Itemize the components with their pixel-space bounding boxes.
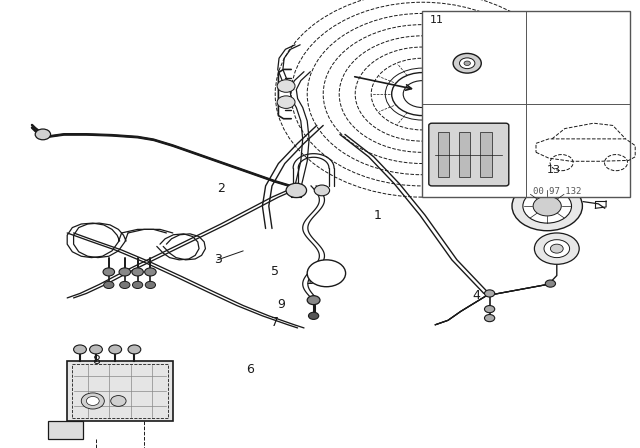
Text: 12: 12 <box>460 123 475 137</box>
Circle shape <box>314 185 330 196</box>
Circle shape <box>119 268 131 276</box>
Text: 1: 1 <box>374 208 381 222</box>
Text: 10: 10 <box>306 273 321 287</box>
Circle shape <box>145 268 156 276</box>
Circle shape <box>81 393 104 409</box>
Circle shape <box>392 73 453 116</box>
Circle shape <box>145 281 156 289</box>
Circle shape <box>534 233 579 264</box>
Text: 13: 13 <box>320 268 333 278</box>
Bar <box>72 364 168 418</box>
Circle shape <box>90 345 102 354</box>
Circle shape <box>103 268 115 276</box>
Circle shape <box>120 281 130 289</box>
Bar <box>48 421 83 439</box>
Circle shape <box>544 240 570 258</box>
Bar <box>459 132 470 177</box>
Circle shape <box>512 181 582 231</box>
Circle shape <box>484 290 495 297</box>
Circle shape <box>277 80 295 92</box>
Circle shape <box>545 280 556 287</box>
FancyBboxPatch shape <box>429 123 509 186</box>
Text: 00 97 132: 00 97 132 <box>532 187 581 196</box>
Circle shape <box>453 53 481 73</box>
Text: 13: 13 <box>454 165 468 175</box>
Circle shape <box>132 281 143 289</box>
Circle shape <box>403 81 442 108</box>
Text: 9: 9 <box>278 298 285 311</box>
Text: 7: 7 <box>271 316 279 329</box>
Circle shape <box>35 129 51 140</box>
Text: 4: 4 <box>473 289 481 302</box>
Circle shape <box>132 268 143 276</box>
Circle shape <box>74 345 86 354</box>
Bar <box>67 361 173 421</box>
Text: 2: 2 <box>217 181 225 195</box>
Bar <box>438 132 449 177</box>
Circle shape <box>111 396 126 406</box>
Circle shape <box>128 345 141 354</box>
Circle shape <box>550 244 563 253</box>
Circle shape <box>523 189 572 223</box>
Bar <box>422 11 630 197</box>
Circle shape <box>307 296 320 305</box>
Text: 3: 3 <box>214 253 221 267</box>
Circle shape <box>484 314 495 322</box>
Circle shape <box>86 396 99 405</box>
Circle shape <box>460 58 475 69</box>
Bar <box>480 132 492 177</box>
Text: 13: 13 <box>547 165 561 175</box>
Circle shape <box>104 281 114 289</box>
Circle shape <box>484 306 495 313</box>
Text: 11: 11 <box>429 15 444 25</box>
Circle shape <box>109 345 122 354</box>
Circle shape <box>307 260 346 287</box>
Circle shape <box>277 96 295 108</box>
Circle shape <box>308 312 319 319</box>
Text: 6: 6 <box>246 363 253 376</box>
Circle shape <box>464 61 470 65</box>
Text: 8: 8 <box>92 354 100 367</box>
Text: 5: 5 <box>271 264 279 278</box>
Circle shape <box>286 183 307 198</box>
Circle shape <box>533 196 561 216</box>
